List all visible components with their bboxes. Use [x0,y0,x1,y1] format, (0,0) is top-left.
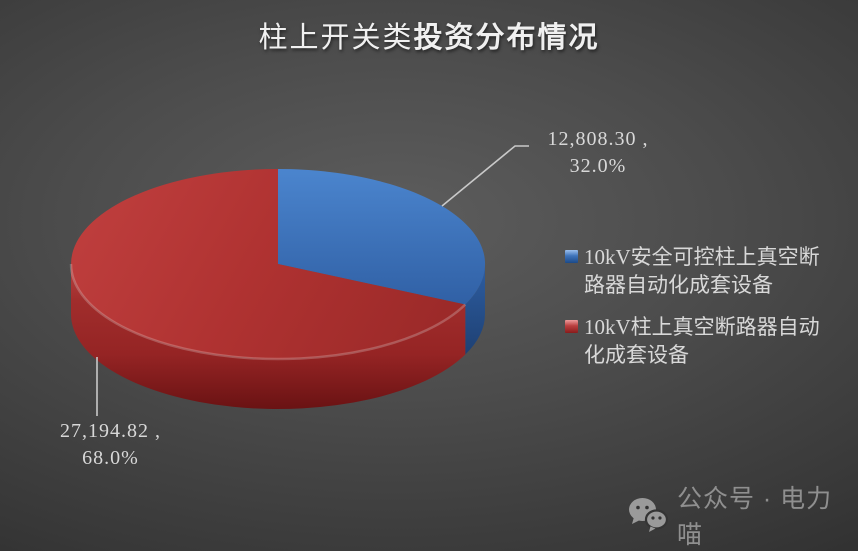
data-label-red-percent: 68.0% [82,447,139,469]
wechat-icon [628,498,669,532]
pie-slice-blue-side [465,264,486,355]
legend-item-red: 10kV柱上真空断路器自动化成套设备 [565,313,831,369]
chart-title: 柱上开关类投资分布情况 [0,14,858,56]
legend-label-red: 10kV柱上真空断路器自动化成套设备 [584,315,820,367]
pie-slice-red-side [70,264,466,410]
data-label-blue-percent: 32.0% [569,155,627,177]
legend-swatch-blue-icon [565,250,578,263]
data-label-red: 27,194.82 , 68.0% [28,418,193,472]
legend-swatch-red-icon [565,320,578,333]
data-label-blue: 12,808.30 , 32.0% [518,126,678,180]
pie-slice-blue-top [278,169,486,305]
legend-item-blue: 10kV安全可控柱上真空断路器自动化成套设备 [565,243,831,299]
legend-label-blue: 10kV安全可控柱上真空断路器自动化成套设备 [584,245,820,297]
leader-line-blue [441,145,529,207]
pie-slice-red-top [71,169,466,360]
data-label-red-value: 27,194.82 , [60,420,161,442]
data-label-blue-value: 12,808.30 , [547,128,649,150]
pie-front-rim-highlight [69,263,467,361]
chart-title-emphasis: 投资分布情况 [413,22,600,54]
watermark-text: 公众号 · 电力喵 [676,485,833,549]
chart-title-prefix: 柱上开关类 [258,22,414,54]
chart-legend: 10kV安全可控柱上真空断路器自动化成套设备 10kV柱上真空断路器自动化成套设… [565,243,831,383]
watermark: 公众号 · 电力喵 [628,485,858,549]
